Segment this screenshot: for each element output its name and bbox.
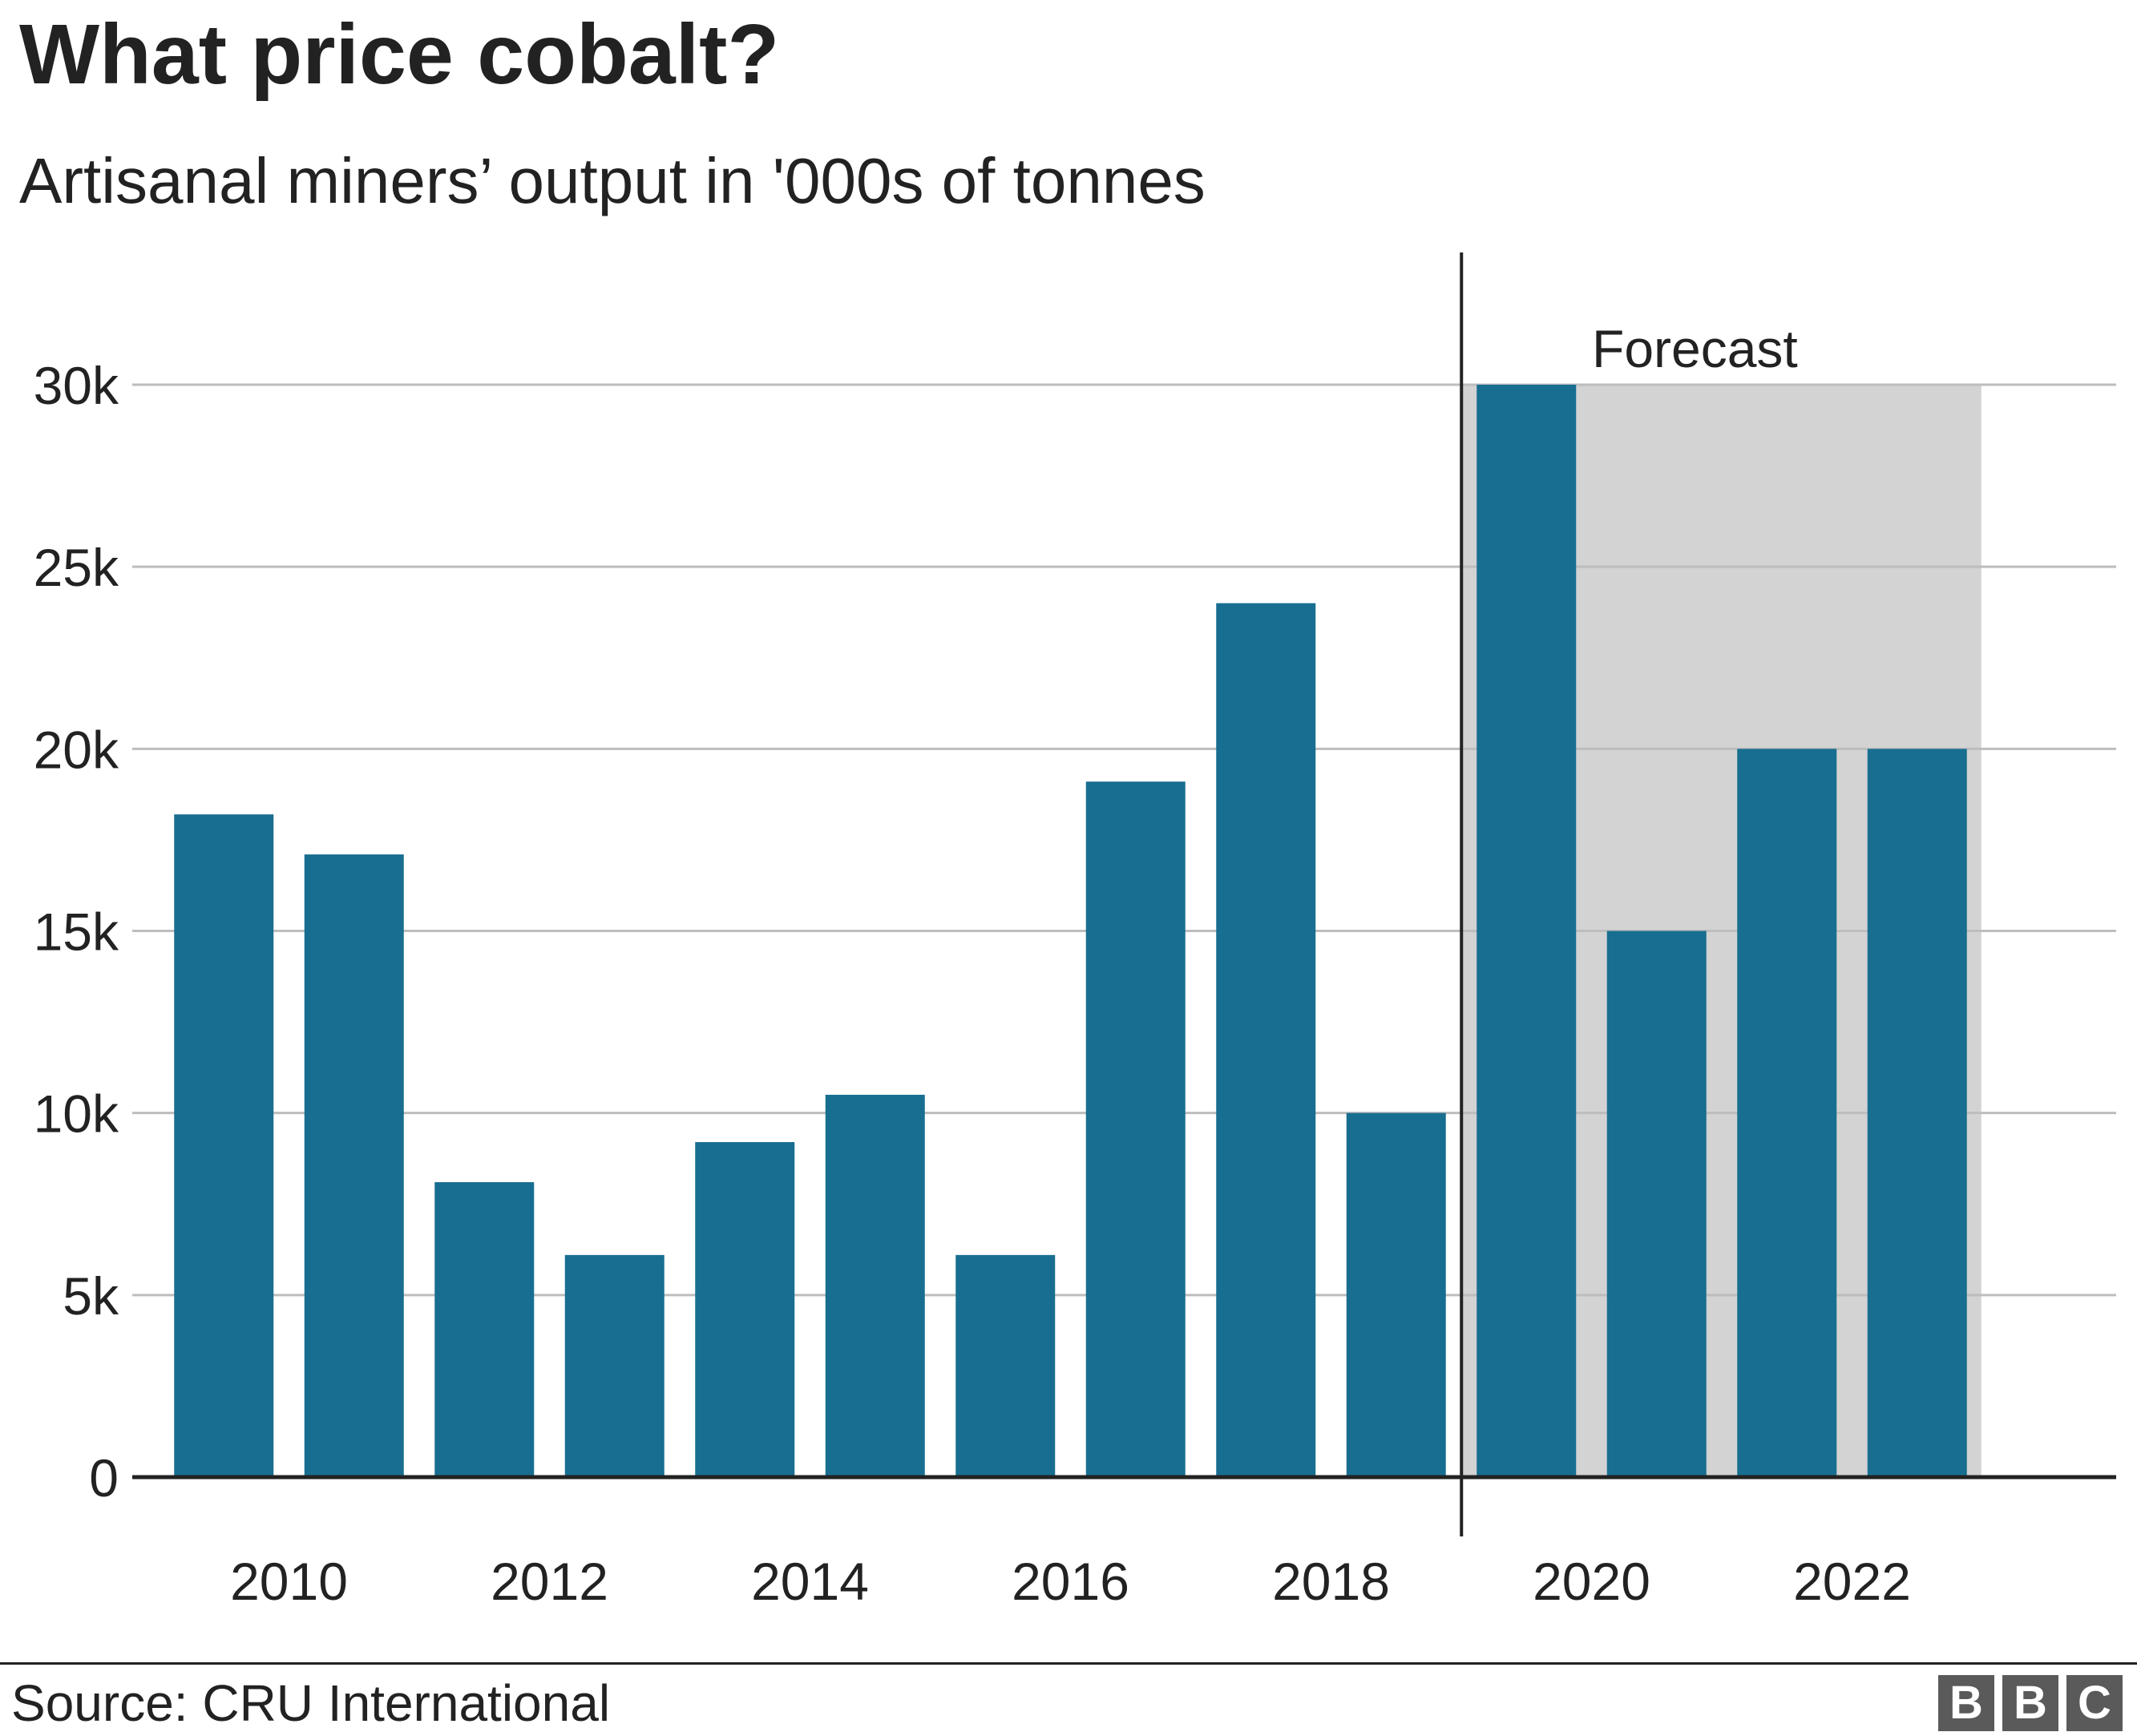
- bar-2011: [304, 854, 404, 1477]
- x-tick-label: 2022: [1793, 1552, 1911, 1603]
- logo-letter: C: [2066, 1675, 2123, 1731]
- y-tick-label: 10k: [34, 1084, 119, 1144]
- bar-2017: [1085, 781, 1186, 1477]
- bar-2015: [825, 1094, 925, 1477]
- bbc-logo: B B C: [1938, 1675, 2123, 1731]
- bar-2020: [1477, 385, 1577, 1477]
- bar-2023: [1867, 749, 1967, 1477]
- chart-subtitle: Artisanal miners’ output in '000s of ton…: [19, 145, 1206, 216]
- chart-title: What price cobalt?: [19, 7, 780, 102]
- logo-letter: B: [2002, 1675, 2058, 1731]
- y-tick-label: 15k: [34, 902, 119, 962]
- axes: [132, 252, 2116, 1536]
- bar-2014: [695, 1142, 795, 1477]
- x-tick-label: 2014: [751, 1552, 869, 1603]
- x-axis-ticks: 2010 2012 2014 2016 2018 2020 2022: [230, 1552, 1911, 1603]
- bar-2010: [174, 814, 274, 1477]
- y-tick-label: 5k: [63, 1266, 119, 1326]
- x-tick-label: 2018: [1272, 1552, 1390, 1603]
- forecast-label: Forecast: [1592, 319, 1798, 378]
- bar-2018: [1216, 603, 1316, 1477]
- x-tick-label: 2012: [491, 1552, 608, 1603]
- source-note: Source: CRU International: [11, 1674, 611, 1732]
- x-tick-label: 2020: [1533, 1552, 1650, 1603]
- bar-2012: [434, 1181, 535, 1477]
- bars: [174, 385, 1967, 1477]
- y-tick-label: 0: [89, 1448, 119, 1508]
- x-tick-label: 2010: [230, 1552, 348, 1603]
- y-tick-label: 20k: [34, 720, 119, 779]
- y-tick-label: 25k: [34, 538, 119, 597]
- footer-divider: [0, 1662, 2137, 1665]
- y-tick-label: 30k: [34, 356, 119, 415]
- y-axis-ticks: 0 5k 10k 15k 20k 25k 30k: [34, 356, 119, 1508]
- bar-2013: [564, 1254, 665, 1477]
- bar-2021: [1606, 931, 1707, 1477]
- bar-2019: [1346, 1112, 1446, 1477]
- logo-letter: B: [1938, 1675, 1994, 1731]
- bar-2022: [1737, 749, 1837, 1477]
- x-tick-label: 2016: [1012, 1552, 1129, 1603]
- bar-2016: [955, 1254, 1056, 1477]
